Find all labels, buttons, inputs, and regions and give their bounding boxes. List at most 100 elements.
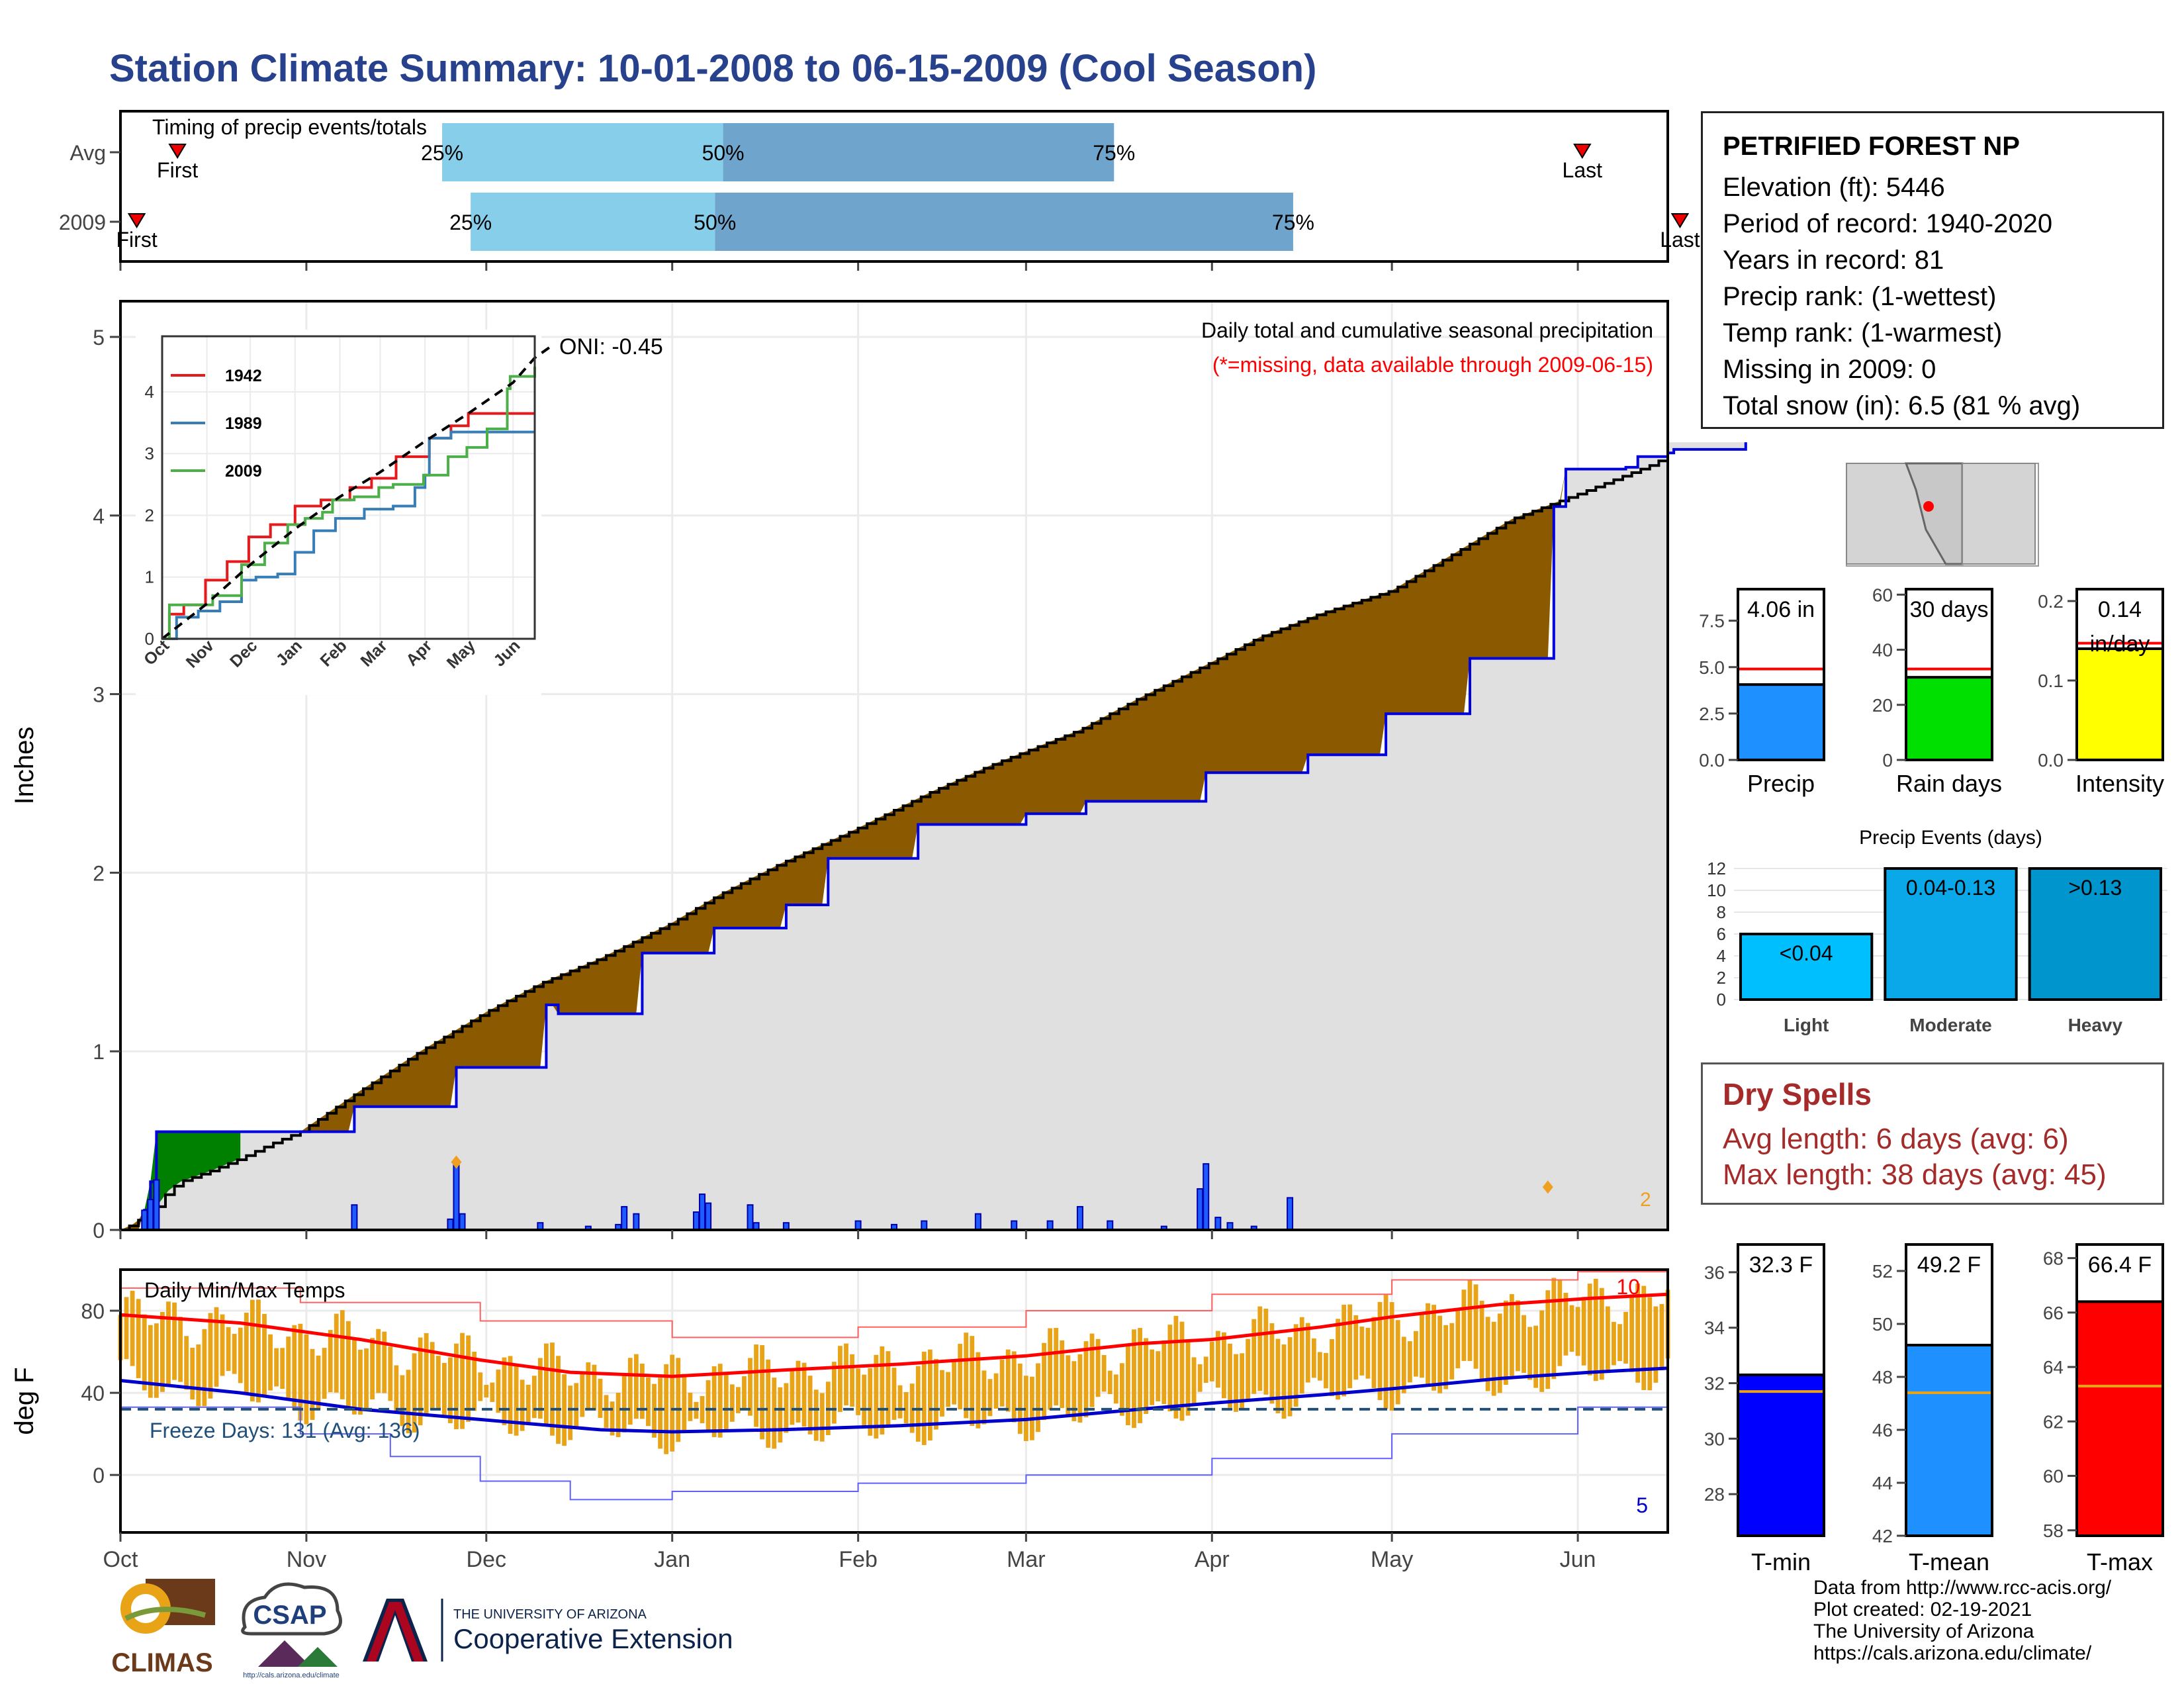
inset-legend-label: 1942 bbox=[225, 367, 262, 385]
precip-daily-bar bbox=[141, 1209, 148, 1231]
temp-daily-bar bbox=[1635, 1283, 1641, 1383]
temp-daily-bar bbox=[1497, 1313, 1502, 1393]
timing-first-marker bbox=[168, 144, 187, 159]
precip-daily-bar bbox=[633, 1213, 640, 1231]
temp-daily-bar bbox=[1161, 1340, 1167, 1405]
temp-daily-bar bbox=[1101, 1354, 1107, 1392]
temp-daily-bar bbox=[940, 1370, 944, 1417]
temp-xtick-label: Feb bbox=[839, 1547, 878, 1572]
precip-stat-panel-rain-days: 0 20 40 60 30 days Rain days bbox=[1872, 585, 2002, 797]
temp-daily-bar bbox=[1119, 1363, 1124, 1416]
temp-daily-bar bbox=[610, 1401, 615, 1436]
temp-daily-bar bbox=[1503, 1300, 1508, 1385]
temp-daily-bar bbox=[1551, 1278, 1557, 1380]
temp-title: Daily Min/Max Temps bbox=[144, 1278, 345, 1302]
precip-ytick-label: 0 bbox=[93, 1219, 105, 1243]
precip-events-ytick-label: 4 bbox=[1717, 946, 1726, 966]
temp-daily-bar bbox=[1005, 1349, 1011, 1412]
csap-logo-url: http://cals.arizona.edu/climate bbox=[243, 1671, 340, 1679]
temp-daily-bar bbox=[430, 1342, 435, 1409]
inset-series-avg bbox=[161, 344, 553, 640]
station-missing: Missing in 2009: 0 bbox=[1723, 355, 1936, 384]
temp-daily-bar bbox=[627, 1358, 633, 1425]
temp-record-low-count: 5 bbox=[1636, 1493, 1648, 1517]
precip-daily-bar bbox=[447, 1218, 454, 1231]
temp-xtick-label: Nov bbox=[287, 1547, 326, 1572]
temp-daily-bar bbox=[934, 1358, 938, 1430]
temp-daily-bar bbox=[1023, 1376, 1028, 1441]
temp-daily-bar bbox=[976, 1352, 981, 1429]
temp-daily-bar bbox=[1467, 1279, 1473, 1362]
credit-line: The University of Arizona bbox=[1813, 1620, 2034, 1642]
temp-daily-bar bbox=[1185, 1339, 1191, 1416]
temp-daily-bar bbox=[448, 1357, 453, 1423]
temp-daily-bar bbox=[646, 1377, 651, 1427]
precip-events-ytick-label: 2 bbox=[1717, 968, 1726, 988]
precip-average-line bbox=[120, 456, 1669, 1231]
temp-daily-bar bbox=[466, 1335, 471, 1422]
temp-daily-bar bbox=[1042, 1342, 1046, 1421]
temp-daily-bar bbox=[1275, 1338, 1281, 1414]
temp-daily-bar bbox=[1299, 1317, 1304, 1394]
temp-daily-bar bbox=[1527, 1327, 1532, 1380]
precip-ytick-label: 5 bbox=[93, 326, 105, 350]
temp-daily-bar bbox=[418, 1337, 423, 1426]
temp-daily-bar bbox=[238, 1327, 243, 1383]
timing-last-marker bbox=[1573, 144, 1592, 159]
temp-daily-bar bbox=[1443, 1325, 1449, 1389]
temp-daily-bar bbox=[1203, 1356, 1208, 1383]
temp-stat-frame bbox=[2075, 1243, 2164, 1537]
temp-daily-bar bbox=[868, 1368, 873, 1436]
precip-stat-frame bbox=[2075, 588, 2164, 761]
precip-count-label: 2 bbox=[1640, 1189, 1651, 1211]
temp-daily-bar bbox=[298, 1323, 303, 1421]
timing-bar-50-75 bbox=[715, 193, 1293, 251]
temp-daily-bar bbox=[670, 1354, 675, 1452]
station-precip-rank: Precip rank: (1-wettest) bbox=[1723, 282, 1997, 311]
timing-bar-25-50 bbox=[471, 193, 715, 251]
temp-daily-bar bbox=[1581, 1297, 1586, 1366]
temp-daily-bar bbox=[1318, 1352, 1322, 1381]
temp-daily-bar bbox=[370, 1338, 375, 1400]
inset-ytick-label: 0 bbox=[145, 629, 154, 649]
temp-daily-bar bbox=[502, 1357, 507, 1425]
temp-stat-ytick-label: 44 bbox=[1872, 1473, 1893, 1493]
temp-daily-bar bbox=[178, 1317, 183, 1382]
temp-daily-bar bbox=[508, 1356, 513, 1434]
temp-daily-bar bbox=[244, 1313, 249, 1394]
temp-daily-bar bbox=[874, 1354, 879, 1439]
precip-title: Daily total and cumulative seasonal prec… bbox=[1201, 318, 1653, 342]
temp-daily-bar bbox=[1246, 1338, 1251, 1402]
temp-daily-bar bbox=[1569, 1305, 1574, 1352]
timing-bar-50-75 bbox=[723, 123, 1115, 181]
inset-series-1942 bbox=[162, 412, 535, 640]
temp-daily-bar bbox=[478, 1372, 483, 1401]
csap-logo-text: CSAP bbox=[253, 1601, 326, 1630]
precip-daily-bar bbox=[921, 1220, 928, 1231]
precip-ytick-label: 2 bbox=[93, 861, 105, 885]
precip-daily-bar bbox=[621, 1205, 628, 1231]
temp-frame bbox=[119, 1268, 1669, 1534]
temp-daily-bar bbox=[921, 1351, 927, 1445]
precip-daily-bar bbox=[699, 1194, 706, 1231]
station-name: PETRIFIED FOREST NP bbox=[1723, 132, 2020, 161]
precip-daily-bar bbox=[351, 1204, 358, 1231]
temp-daily-bar bbox=[1593, 1278, 1598, 1382]
precip-current-area bbox=[120, 442, 1746, 1230]
precip-stat-category-label: Intensity bbox=[2075, 770, 2164, 797]
temp-ylabel: deg F bbox=[10, 1367, 39, 1434]
precip-current-line bbox=[120, 442, 1747, 1231]
temp-stat-value-bar bbox=[2075, 1300, 2164, 1537]
station-total-snow: Total snow (in): 6.5 (81 % avg) bbox=[1723, 391, 2081, 420]
temp-daily-bar bbox=[1036, 1363, 1040, 1432]
precip-stat-ytick-label: 60 bbox=[1872, 585, 1893, 605]
temp-daily-bar bbox=[615, 1393, 621, 1437]
temp-daily-bar bbox=[1365, 1327, 1371, 1379]
temp-daily-bar bbox=[1197, 1364, 1203, 1392]
temp-daily-bar bbox=[394, 1365, 399, 1414]
precip-daily-bar bbox=[854, 1220, 862, 1231]
temp-daily-bar bbox=[1539, 1310, 1545, 1392]
temp-daily-bar bbox=[999, 1359, 1005, 1407]
temp-daily-bar bbox=[891, 1368, 897, 1420]
